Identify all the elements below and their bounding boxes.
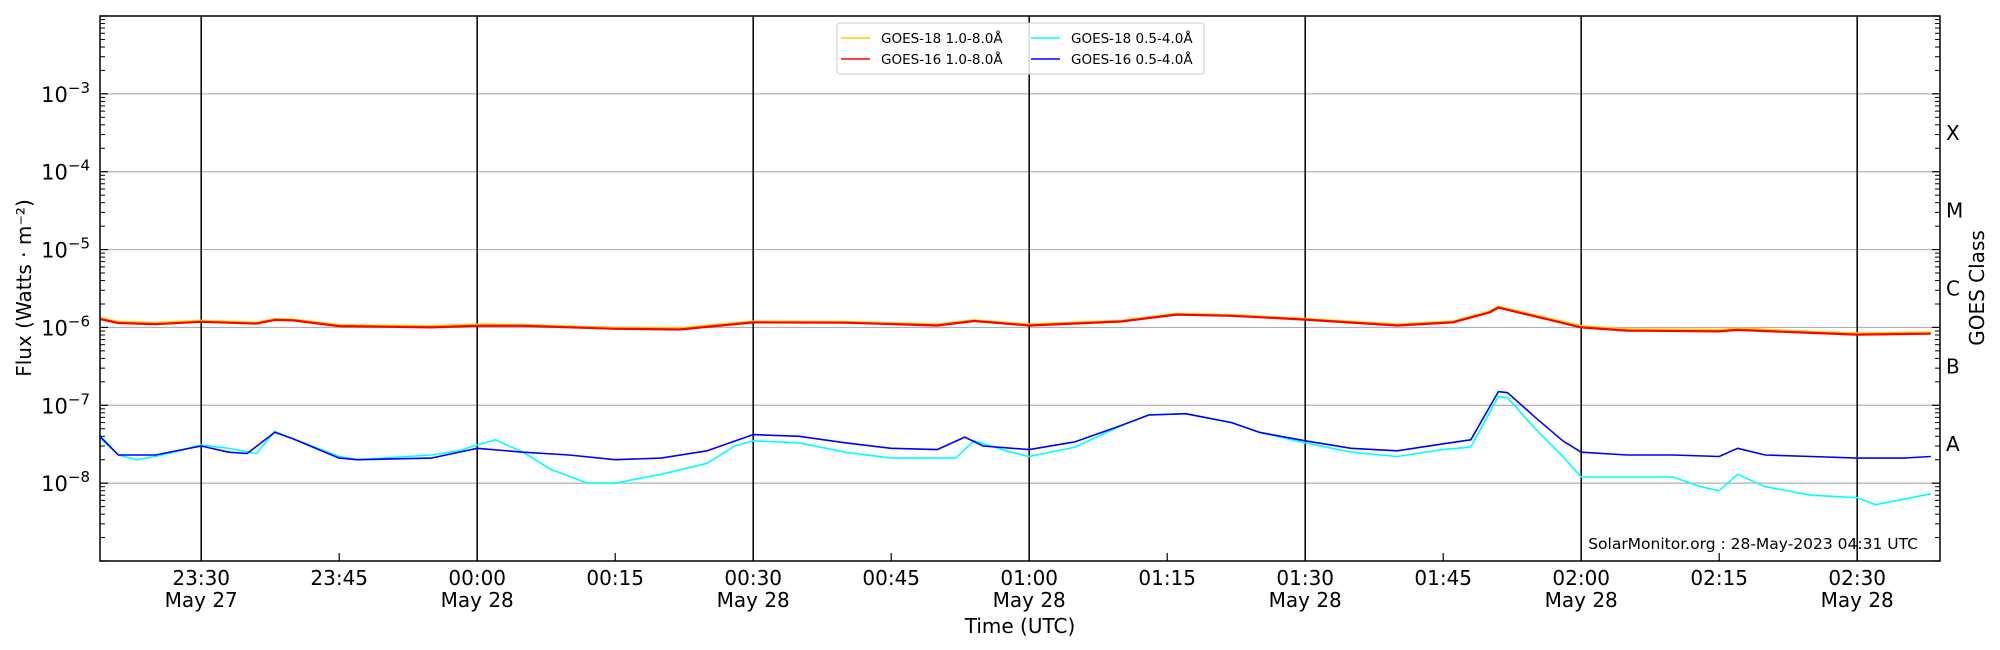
- y-tick-label: 10−3: [41, 79, 90, 107]
- series-line-3: [99, 395, 1931, 506]
- y-tick-labels: 10−310−410−510−610−710−8: [41, 79, 90, 496]
- goes-class-A: A: [1946, 432, 1960, 456]
- plot-frame: [99, 15, 1941, 562]
- x-tick-label: 02:00: [1552, 566, 1610, 590]
- x-tick-label: 01:45: [1414, 566, 1472, 590]
- x-tick-date-label: May 28: [717, 588, 790, 612]
- y-tick-label: 10−5: [41, 235, 90, 263]
- x-tick-date-label: May 28: [1821, 588, 1894, 612]
- y-tick-base: 10: [41, 161, 68, 185]
- x-tick-label: 02:15: [1690, 566, 1748, 590]
- y-tick-exponent: −5: [68, 235, 90, 253]
- y-axis-label: Flux (Watts · m⁻²): [12, 199, 36, 377]
- x-tick-label: 01:30: [1276, 566, 1334, 590]
- x-tick-date-label: May 28: [993, 588, 1066, 612]
- y-tick-base: 10: [41, 472, 68, 496]
- goes-class-M: M: [1946, 199, 1963, 223]
- legend-box: [836, 22, 1205, 75]
- y-tick-base: 10: [41, 83, 68, 107]
- x-tick-label: 01:00: [1000, 566, 1058, 590]
- x-tick-label: 23:30: [172, 566, 230, 590]
- x-tick-label: 00:00: [448, 566, 506, 590]
- series-line-2: [99, 306, 1931, 336]
- x-tick-date-label: May 28: [441, 588, 514, 612]
- gridlines: [100, 16, 1940, 561]
- y-tick-exponent: −6: [68, 312, 90, 330]
- goes-class-labels: X M C B A: [1946, 121, 1963, 456]
- y-tick-base: 10: [41, 239, 68, 263]
- x-tick-date-label: May 28: [1269, 588, 1342, 612]
- watermark-annotation: SolarMonitor.org : 28-May-2023 04:31 UTC: [1588, 535, 1918, 553]
- y-tick-exponent: −7: [68, 390, 90, 408]
- legend: GOES-18 1.0-8.0Å GOES-16 1.0-8.0Å GOES-18 …: [836, 22, 1205, 75]
- y-tick-label: 10−4: [41, 157, 90, 185]
- y-tick-exponent: −8: [68, 468, 90, 486]
- y-tick-label: 10−8: [41, 468, 90, 496]
- x-tick-label: 00:45: [862, 566, 920, 590]
- goes-class-X: X: [1946, 121, 1960, 145]
- x-tick-label: 00:30: [724, 566, 782, 590]
- x-tick-label: 23:45: [310, 566, 368, 590]
- goes-class-B: B: [1946, 354, 1960, 378]
- x-tick-date-label: May 28: [1545, 588, 1618, 612]
- goes-class-C: C: [1946, 277, 1960, 301]
- legend-entry-label: GOES-16 0.5-4.0Å: [1071, 51, 1193, 68]
- y-tick-exponent: −4: [68, 157, 90, 175]
- x-tick-label: 00:15: [586, 566, 644, 590]
- legend-entry-label: GOES-18 0.5-4.0Å: [1071, 30, 1193, 47]
- series-lines: [99, 305, 1931, 506]
- y-tick-exponent: −3: [68, 79, 90, 97]
- series-line-4: [99, 390, 1931, 461]
- axis-ticks: [100, 15, 1940, 562]
- legend-entry-label: GOES-18 1.0-8.0Å: [881, 30, 1003, 47]
- x-tick-date-label: May 27: [165, 588, 238, 612]
- y-tick-label: 10−6: [41, 312, 90, 340]
- y2-axis-label: GOES Class: [1965, 230, 1989, 346]
- y-tick-base: 10: [41, 316, 68, 340]
- series-line-1: [99, 305, 1931, 335]
- x-tick-label: 02:30: [1828, 566, 1886, 590]
- y-tick-label: 10−7: [41, 390, 90, 418]
- x-tick-label: 01:15: [1138, 566, 1196, 590]
- legend-entry-label: GOES-16 1.0-8.0Å: [881, 51, 1003, 68]
- y-tick-base: 10: [41, 394, 68, 418]
- x-axis-label: Time (UTC): [964, 614, 1076, 638]
